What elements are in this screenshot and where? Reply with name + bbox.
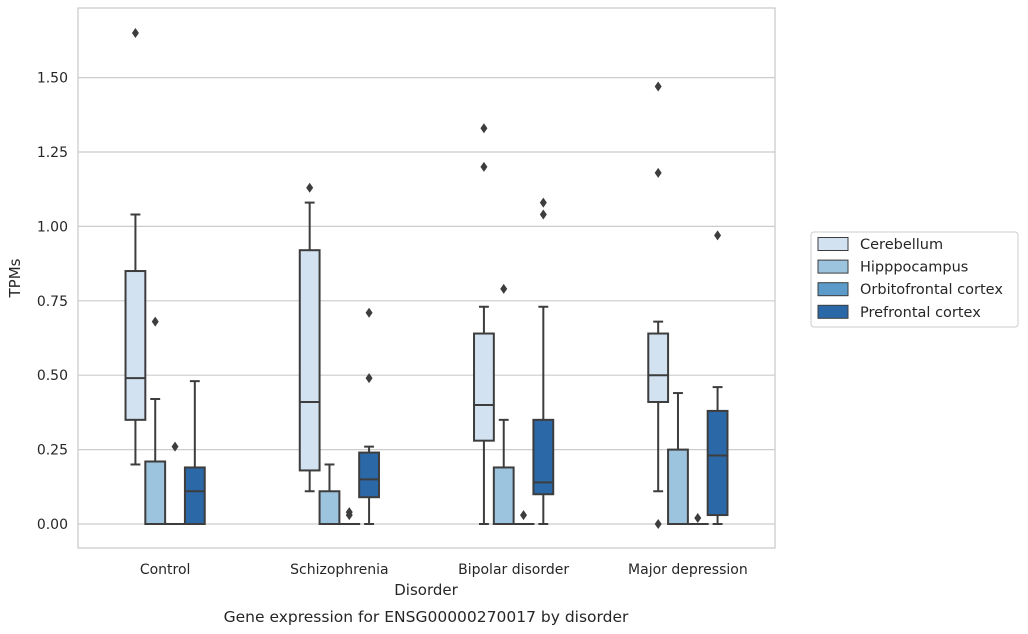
outlier-point <box>306 182 314 193</box>
outlier-point <box>131 27 139 38</box>
outlier-point <box>365 373 373 384</box>
outlier-point <box>520 510 528 521</box>
outlier-point <box>171 441 179 452</box>
x-tick-label: Major depression <box>628 562 748 578</box>
legend: Cerebellum Hipppocampus Orbitofrontal cort… <box>810 231 1019 328</box>
y-tick-label: 1.50 <box>37 71 68 87</box>
y-tick-label: 0.75 <box>37 294 68 310</box>
x-tick-label: Control <box>140 562 191 578</box>
box-body <box>473 332 495 442</box>
box-body <box>706 409 729 517</box>
legend-swatch <box>817 304 849 319</box>
box-body <box>298 249 321 472</box>
y-axis-label: TPMs <box>6 258 24 298</box>
box-orbitofrontal-cortex <box>338 507 361 526</box>
box-body <box>144 460 167 525</box>
outlier-point <box>539 197 547 208</box>
x-axis-ticks: Control Schizophrenia Bipolar disorder Majo… <box>140 562 748 578</box>
x-tick-label: Schizophrenia <box>290 562 388 578</box>
box-prefrontal-cortex <box>532 197 555 525</box>
legend-label: Prefrontal cortex <box>860 305 981 321</box>
y-tick-label: 0.50 <box>37 368 68 384</box>
box-body <box>183 466 206 525</box>
outlier-point <box>694 513 702 524</box>
x-axis-label: Disorder <box>394 581 458 599</box>
box-cerebellum <box>473 123 495 525</box>
outlier-point <box>480 123 488 134</box>
box-body <box>647 332 670 403</box>
legend-swatch <box>817 282 849 297</box>
plot-frame <box>77 7 776 549</box>
x-tick-label: Bipolar disorder <box>458 562 569 578</box>
outlier-point <box>345 510 353 521</box>
box-hipppocampus <box>318 463 341 526</box>
box-hipppocampus <box>144 316 167 525</box>
box-hipppocampus <box>492 283 515 525</box>
outlier-point <box>539 209 547 220</box>
y-tick-label: 0.00 <box>37 517 68 533</box>
box-body <box>532 418 555 496</box>
box-body <box>492 466 515 525</box>
outlier-point <box>365 307 373 318</box>
box-body <box>358 451 380 499</box>
box-body <box>318 490 341 526</box>
outlier-point <box>654 519 662 529</box>
box-orbitofrontal-cortex <box>164 441 186 526</box>
box-body <box>124 270 147 421</box>
box-prefrontal-cortex <box>358 307 380 525</box>
y-tick-label: 1.25 <box>37 145 68 161</box>
chart-caption: Gene expression for ENSG00000270017 by d… <box>224 608 629 626</box>
outlier-point <box>500 283 508 294</box>
outlier-point <box>714 230 722 241</box>
legend-swatch <box>817 259 849 274</box>
legend-frame <box>810 231 1019 328</box>
box-prefrontal-cortex <box>183 380 206 525</box>
y-tick-label: 1.00 <box>37 219 68 235</box>
box-groups <box>124 27 729 529</box>
y-axis-ticks: 0.00 0.25 0.50 0.75 1.00 1.25 1.50 <box>37 71 68 533</box>
box-body <box>667 448 689 526</box>
box-hipppocampus <box>667 392 689 526</box>
box-prefrontal-cortex <box>706 230 729 525</box>
box-cerebellum <box>298 182 321 493</box>
outlier-point <box>151 316 159 327</box>
y-tick-label: 0.25 <box>37 443 68 459</box>
legend-label: Orbitofrontal cortex <box>860 282 1003 298</box>
legend-swatch <box>817 237 849 251</box>
legend-label: Cerebellum <box>860 237 943 253</box>
outlier-point <box>480 161 488 172</box>
legend-label: Hipppocampus <box>860 260 968 276</box>
box-orbitofrontal-cortex <box>512 510 535 526</box>
box-cerebellum <box>647 81 670 529</box>
outlier-point <box>654 167 662 178</box>
box-cerebellum <box>124 27 147 466</box>
outlier-point <box>654 81 662 92</box>
box-orbitofrontal-cortex <box>686 513 709 526</box>
